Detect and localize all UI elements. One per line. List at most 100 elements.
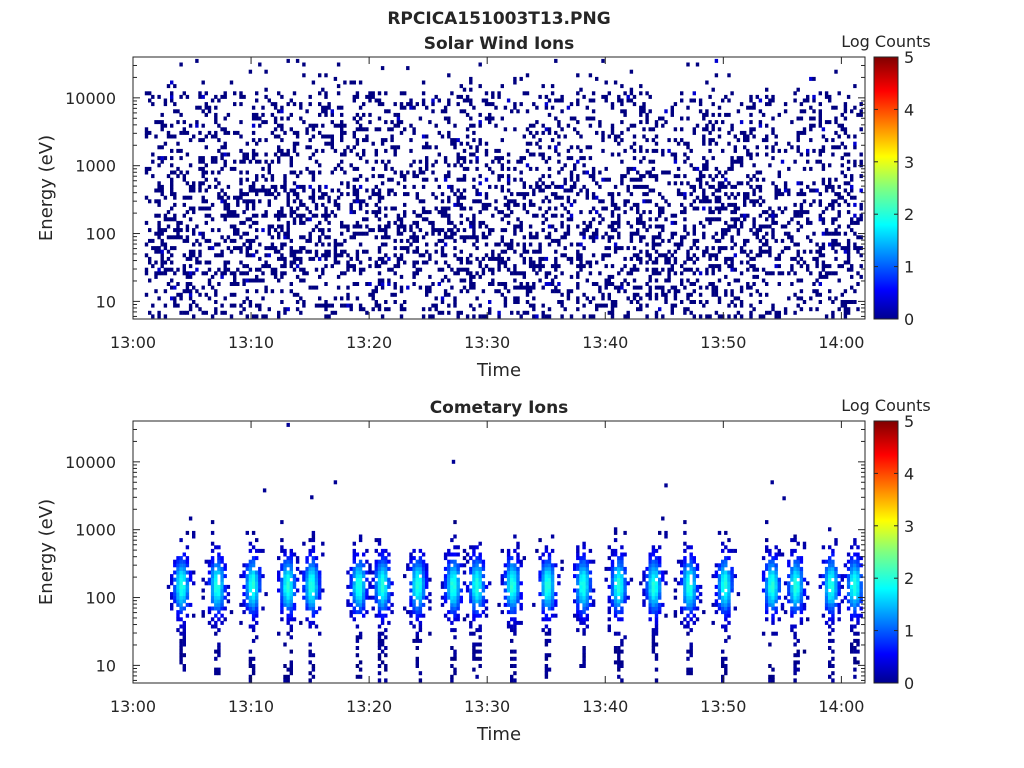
spectrogram-cell <box>336 62 341 67</box>
spectrogram-cell <box>610 127 615 132</box>
spectrogram-cell <box>443 231 448 236</box>
spectrogram-cell <box>384 563 388 568</box>
spectrogram-cell <box>437 231 441 236</box>
spectrogram-cell <box>170 296 174 301</box>
spectrogram-cell <box>680 210 684 215</box>
spectrogram-cell <box>456 188 460 193</box>
spectrogram-cell <box>229 610 234 615</box>
spectrogram-cell <box>255 620 259 625</box>
spectrogram-cell <box>229 224 234 229</box>
spectrogram-cell <box>179 292 183 297</box>
spectrogram-cell <box>321 123 325 128</box>
spectrogram-cell <box>472 592 476 597</box>
spectrogram-cell <box>472 123 476 128</box>
spectrogram-cell <box>758 170 763 175</box>
spectrogram-cell <box>415 631 419 636</box>
spectrogram-cell <box>431 109 435 114</box>
spectrogram-cell <box>223 91 227 96</box>
spectrogram-cell <box>843 188 848 193</box>
spectrogram-cell <box>428 285 432 290</box>
spectrogram-cell <box>277 109 281 114</box>
spectrogram-cell <box>566 195 571 200</box>
spectrogram-cell <box>579 264 583 269</box>
spectrogram-cell <box>796 253 800 258</box>
spectrogram-cell <box>648 256 652 261</box>
spectrogram-cell <box>355 152 360 157</box>
spectrogram-cell <box>393 285 397 290</box>
spectrogram-cell <box>425 574 429 579</box>
spectrogram-cell <box>340 181 344 186</box>
spectrogram-cell <box>585 170 589 175</box>
spectrogram-cell <box>834 199 838 204</box>
spectrogram-cell <box>170 235 174 240</box>
spectrogram-cell <box>387 599 391 604</box>
spectrogram-cell <box>179 170 183 175</box>
spectrogram-cell <box>516 620 520 625</box>
spectrogram-cell <box>210 574 215 579</box>
spectrogram-cell <box>683 192 687 197</box>
spectrogram-cell <box>519 563 523 568</box>
spectrogram-cell <box>472 649 476 654</box>
spectrogram-cell <box>220 581 224 586</box>
spectrogram-cell <box>557 120 561 125</box>
spectrogram-cell <box>478 181 482 186</box>
spectrogram-cell <box>280 563 284 568</box>
spectrogram-cell <box>447 184 451 189</box>
spectrogram-cell <box>384 667 388 672</box>
spectrogram-cell <box>513 602 517 607</box>
spectrogram-cell <box>516 242 520 247</box>
spectrogram-cell <box>201 166 205 171</box>
spectrogram-cell <box>544 631 549 636</box>
spectrogram-cell <box>280 148 284 153</box>
spectrogram-cell <box>236 282 240 286</box>
spectrogram-cell <box>453 606 457 611</box>
spectrogram-cell <box>245 249 249 254</box>
spectrogram-cell <box>560 300 564 304</box>
spectrogram-cell <box>179 660 183 665</box>
spectrogram-cell <box>462 174 467 179</box>
spectrogram-cell <box>739 271 744 276</box>
spectrogram-cell <box>462 98 467 103</box>
spectrogram-cell <box>270 246 275 251</box>
spectrogram-cell <box>377 256 382 261</box>
spectrogram-cell <box>258 574 262 579</box>
spectrogram-cell <box>620 109 624 114</box>
spectrogram-cell <box>428 314 432 319</box>
spectrogram-cell <box>245 588 249 593</box>
spectrogram-cell <box>318 112 322 117</box>
spectrogram-cell <box>170 581 174 586</box>
spectrogram-cell <box>774 314 778 319</box>
spectrogram-cell <box>585 145 589 150</box>
spectrogram-cell <box>236 246 240 251</box>
spectrogram-cell <box>591 166 596 171</box>
spectrogram-cell <box>170 94 174 99</box>
spectrogram-cell <box>349 307 353 312</box>
spectrogram-cell <box>780 210 785 215</box>
spectrogram-cell <box>588 174 593 179</box>
spectrogram-cell <box>352 184 356 189</box>
spectrogram-cell <box>273 195 278 200</box>
spectrogram-cell <box>384 592 388 597</box>
spectrogram-cell <box>286 606 290 611</box>
spectrogram-cell <box>248 602 253 607</box>
spectrogram-cell <box>333 166 338 171</box>
spectrogram-cell <box>261 271 265 276</box>
spectrogram-cell <box>651 138 656 143</box>
spectrogram-cell <box>437 267 441 272</box>
spectrogram-cell <box>201 199 205 204</box>
spectrogram-cell <box>236 202 240 207</box>
spectrogram-cell <box>774 256 778 261</box>
spectrogram-cell <box>503 563 508 568</box>
spectrogram-cell <box>765 271 769 276</box>
spectrogram-cell <box>686 296 690 301</box>
spectrogram-cell <box>283 310 287 315</box>
spectrogram-cell <box>752 267 756 272</box>
spectrogram-cell <box>721 235 725 240</box>
spectrogram-cell <box>431 98 435 103</box>
spectrogram-cell <box>280 242 284 247</box>
spectrogram-cell <box>179 649 183 654</box>
spectrogram-cell <box>447 563 451 568</box>
spectrogram-cell <box>667 267 671 272</box>
spectrogram-cell <box>362 581 366 586</box>
spectrogram-cell <box>346 228 350 233</box>
